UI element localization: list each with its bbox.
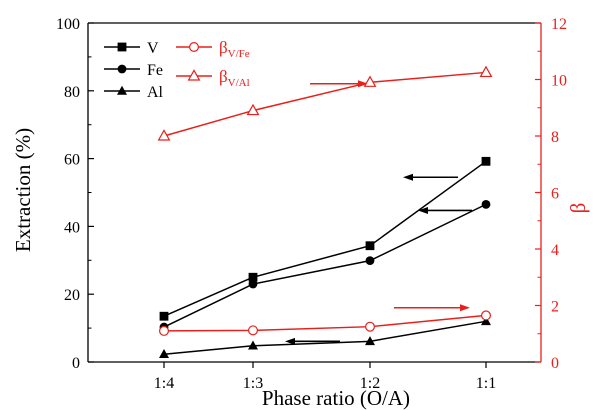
data-point bbox=[157, 129, 171, 141]
data-point bbox=[246, 103, 260, 116]
axis-arrow bbox=[310, 80, 368, 88]
right-axis-label: β bbox=[566, 203, 590, 214]
series-beta-v-al bbox=[157, 65, 493, 141]
arrow-head bbox=[418, 206, 428, 214]
series-al bbox=[159, 316, 491, 359]
series-arrows bbox=[285, 80, 472, 345]
legend-label: Fe bbox=[147, 62, 163, 79]
series-beta-v-fe bbox=[159, 310, 492, 336]
data-point bbox=[189, 41, 200, 52]
legend-label: V bbox=[147, 40, 159, 57]
right-tick-label: 8 bbox=[551, 129, 559, 146]
data-point bbox=[117, 64, 127, 74]
data-point bbox=[365, 241, 375, 251]
legend-item-v: V bbox=[104, 40, 159, 57]
left-axis-label: Extraction (%) bbox=[11, 128, 35, 252]
left-tick-label: 0 bbox=[72, 355, 80, 372]
data-point bbox=[248, 272, 258, 282]
right-tick-label: 12 bbox=[551, 16, 567, 33]
arrow-head bbox=[460, 304, 470, 312]
legend-item-fe: Fe bbox=[104, 62, 163, 79]
axis-arrow bbox=[403, 173, 458, 181]
arrow-head bbox=[285, 337, 295, 345]
legend-label: βV/Fe bbox=[219, 38, 250, 60]
series-line bbox=[163, 203, 487, 328]
series-line bbox=[163, 320, 487, 355]
left-axis: 0 20 40 60 80 100 bbox=[56, 16, 94, 372]
axis-arrow bbox=[285, 337, 340, 345]
legend-label: Al bbox=[147, 84, 164, 101]
left-tick-label: 100 bbox=[56, 16, 80, 33]
left-tick-label: 80 bbox=[64, 84, 80, 101]
data-point bbox=[363, 75, 377, 87]
series-line bbox=[163, 71, 487, 137]
data-point bbox=[365, 321, 376, 332]
series-v bbox=[159, 156, 491, 321]
legend-item-al: Al bbox=[104, 84, 164, 101]
series-layer bbox=[157, 65, 493, 359]
data-point bbox=[481, 156, 491, 166]
data-point bbox=[187, 69, 201, 81]
data-point bbox=[479, 65, 493, 78]
data-point bbox=[159, 349, 169, 359]
data-point bbox=[365, 256, 375, 266]
left-tick-label: 20 bbox=[64, 287, 80, 304]
legend-item-beta-v-fe: βV/Fe bbox=[176, 38, 250, 60]
x-tick-label: 1:3 bbox=[243, 375, 263, 392]
legend-label: βV/Al bbox=[219, 67, 250, 89]
left-tick-label: 40 bbox=[64, 219, 80, 236]
data-point bbox=[159, 325, 170, 336]
data-point bbox=[117, 42, 127, 52]
legend: V Fe Al βV/Fe βV/Al bbox=[104, 38, 250, 101]
right-tick-label: 4 bbox=[551, 242, 559, 259]
x-axis: 1:4 1:3 1:2 1:1 bbox=[154, 362, 496, 392]
arrow-head bbox=[403, 173, 413, 181]
right-tick-label: 10 bbox=[551, 73, 567, 90]
right-axis: 0 2 4 6 8 10 12 bbox=[535, 16, 567, 372]
data-point bbox=[481, 310, 492, 321]
series-line bbox=[163, 314, 487, 332]
series-line bbox=[163, 160, 487, 317]
axis-arrow bbox=[418, 206, 472, 214]
right-tick-label: 0 bbox=[551, 355, 559, 372]
x-tick-label: 1:2 bbox=[360, 375, 380, 392]
data-point bbox=[159, 311, 169, 321]
data-point bbox=[481, 316, 491, 326]
series-fe bbox=[159, 199, 491, 332]
data-point bbox=[248, 340, 258, 350]
data-point bbox=[481, 199, 491, 209]
data-point bbox=[365, 336, 375, 346]
legend-item-beta-v-al: βV/Al bbox=[176, 67, 250, 89]
data-point bbox=[248, 325, 259, 336]
x-axis-label: Phase ratio (O/A) bbox=[262, 386, 410, 410]
right-tick-label: 2 bbox=[551, 299, 559, 316]
axis-arrow bbox=[394, 304, 470, 312]
x-tick-label: 1:1 bbox=[476, 375, 496, 392]
data-point bbox=[248, 279, 258, 289]
data-point bbox=[117, 85, 127, 95]
left-tick-label: 60 bbox=[64, 152, 80, 169]
x-tick-label: 1:4 bbox=[154, 375, 174, 392]
right-tick-label: 6 bbox=[551, 186, 559, 203]
